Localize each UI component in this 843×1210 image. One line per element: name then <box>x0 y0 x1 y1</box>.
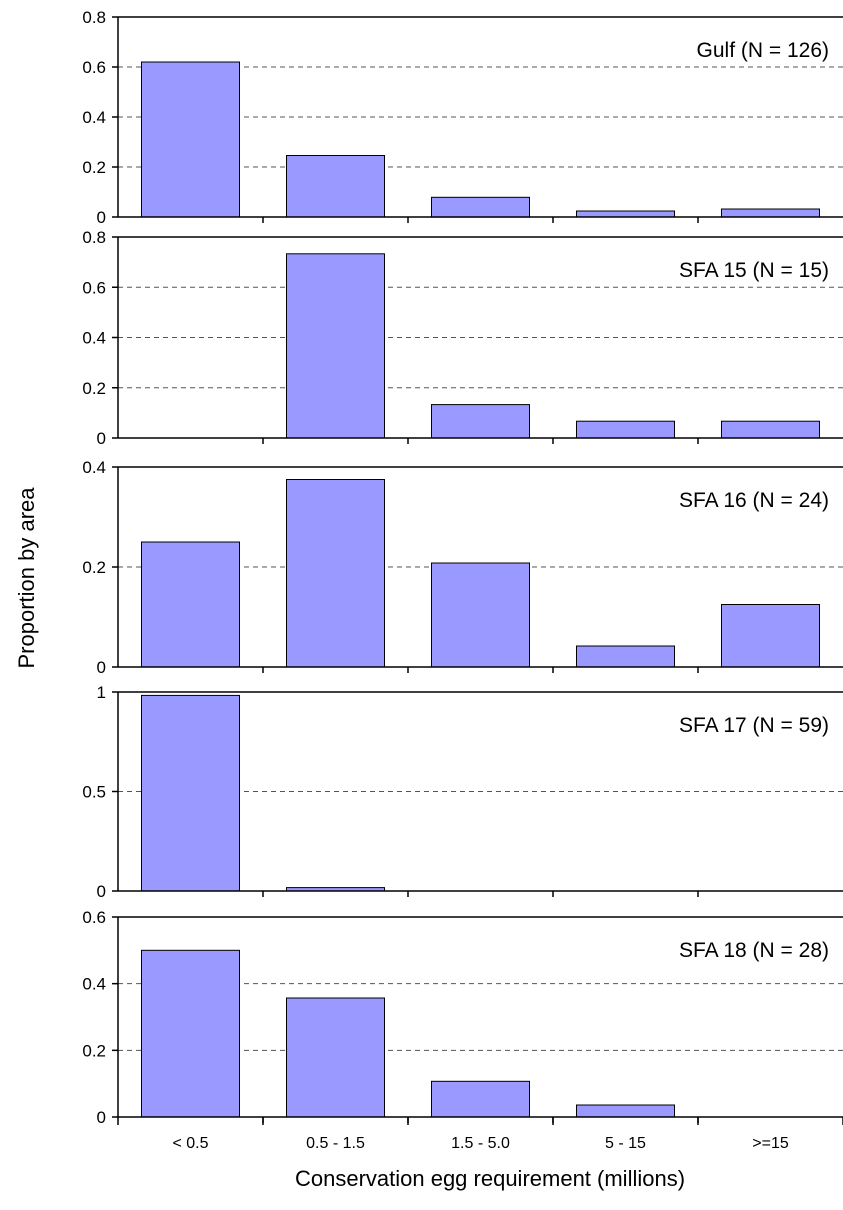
bar <box>576 645 675 668</box>
panel-2: 0 0.2 0.4 0.6 0.8 SFA 15 (N = 15) <box>82 228 843 448</box>
y-tick-label: 0.4 <box>82 329 106 348</box>
y-tick-label: 1 <box>97 683 106 702</box>
panel-title: SFA 16 (N = 24) <box>679 489 829 512</box>
bar <box>141 541 240 668</box>
y-tick-label: 0.6 <box>82 908 106 927</box>
x-tick-label: 5 - 15 <box>605 1135 646 1152</box>
panel-3: 0 0.2 0.4 SFA 16 (N = 24) <box>82 458 843 677</box>
bar <box>576 210 675 218</box>
y-tick-label: 0 <box>97 1108 106 1127</box>
chart-panels: 0 0.2 0.4 0.6 0.8 Gulf (N = 126) 0 0.2 0.4 0.6 0.8… <box>82 8 843 1152</box>
panel-title: SFA 17 (N = 59) <box>679 714 829 737</box>
y-tick-label: 0.2 <box>82 379 106 398</box>
panel-5: 0 0.2 0.4 0.6 SFA 18 (N = 28) <box>82 908 843 1127</box>
y-tick-label: 0.8 <box>82 228 106 247</box>
y-tick-label: 0.6 <box>82 58 106 77</box>
panel-title: SFA 18 (N = 28) <box>679 939 829 962</box>
y-tick-label: 0.5 <box>82 783 106 802</box>
bar <box>431 1080 530 1118</box>
x-tick-label: >=15 <box>752 1135 789 1152</box>
bar <box>431 562 530 668</box>
y-tick-label: 0.2 <box>82 558 106 577</box>
bar <box>141 949 240 1118</box>
bar <box>721 420 820 439</box>
bar <box>141 61 240 218</box>
y-tick-label: 0.2 <box>82 158 106 177</box>
panel-1: 0 0.2 0.4 0.6 0.8 Gulf (N = 126) <box>82 8 843 227</box>
y-tick-label: 0.4 <box>82 458 106 477</box>
bar <box>286 479 385 668</box>
x-tick-label: 0.5 - 1.5 <box>306 1135 365 1152</box>
bar <box>141 694 240 892</box>
panel-title: Gulf (N = 126) <box>697 39 829 62</box>
panel-title: SFA 15 (N = 15) <box>679 259 829 282</box>
bar <box>286 155 385 218</box>
y-tick-label: 0.8 <box>82 8 106 27</box>
x-axis-title: Conservation egg requirement (millions) <box>295 1166 685 1191</box>
y-tick-label: 0 <box>97 208 106 227</box>
x-axis-labels: < 0.5 0.5 - 1.5 1.5 - 5.0 5 - 15 >=15 <box>117 1117 843 1152</box>
y-tick-label: 0.6 <box>82 278 106 297</box>
x-tick-label: < 0.5 <box>172 1135 208 1152</box>
bar <box>286 997 385 1118</box>
y-tick-label: 0 <box>97 658 106 677</box>
bar <box>721 604 820 668</box>
bar <box>431 196 530 218</box>
y-axis-title: Proportion by area <box>14 487 39 669</box>
bar <box>431 404 530 439</box>
y-tick-label: 0.4 <box>82 108 106 127</box>
bar <box>721 208 820 218</box>
panel-4: 0 0.5 1 SFA 17 (N = 59) <box>82 683 843 901</box>
bar <box>286 253 385 439</box>
bar <box>576 1104 675 1118</box>
y-tick-label: 0.4 <box>82 975 106 994</box>
bar <box>576 420 675 439</box>
y-tick-label: 0 <box>97 429 106 448</box>
y-tick-label: 0 <box>97 882 106 901</box>
x-tick-label: 1.5 - 5.0 <box>451 1135 510 1152</box>
y-tick-label: 0.2 <box>82 1041 106 1060</box>
